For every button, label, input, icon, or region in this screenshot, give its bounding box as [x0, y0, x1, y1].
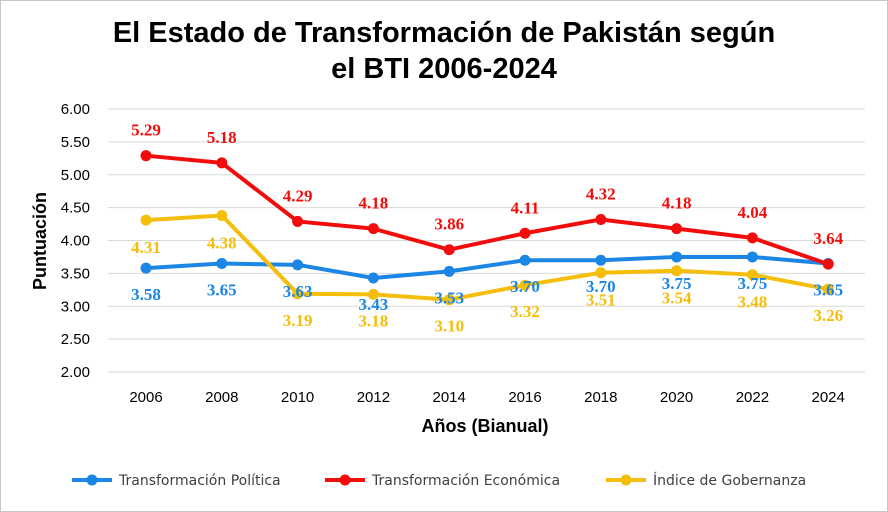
data-label: 3.26: [813, 306, 843, 325]
data-point: [216, 210, 228, 222]
legend-label: Transformación Económica: [371, 473, 560, 489]
y-tick-label: 3.50: [61, 265, 90, 282]
data-point: [746, 232, 758, 244]
data-label: 3.65: [813, 281, 843, 300]
data-label: 3.32: [510, 302, 540, 321]
chart-title-line-2: el BTI 2006-2024: [331, 53, 557, 85]
data-point: [822, 283, 834, 295]
data-point: [746, 269, 758, 281]
data-point: [822, 258, 834, 270]
data-point: [367, 288, 379, 300]
data-point: [595, 267, 607, 279]
x-tick-label: 2020: [660, 389, 693, 406]
data-point: [216, 258, 228, 270]
data-label: 5.18: [207, 128, 237, 147]
data-point: [292, 215, 304, 227]
legend-label: Índice de Gobernanza: [653, 472, 806, 489]
x-tick-label: 2016: [508, 389, 541, 406]
data-label: 4.18: [359, 194, 389, 213]
legend-marker: [86, 474, 98, 486]
data-label: 3.43: [359, 295, 389, 314]
data-point: [519, 279, 531, 291]
y-tick-label: 6.00: [61, 101, 90, 118]
data-label: 3.19: [283, 311, 313, 330]
y-tick-label: 5.50: [61, 134, 90, 151]
data-label: 3.70: [586, 277, 616, 296]
series-line-3: [145, 213, 829, 302]
data-label: 3.63: [283, 282, 313, 301]
data-label: 3.54: [662, 289, 692, 308]
data-label: 3.58: [131, 285, 161, 304]
data-label: 4.29: [283, 186, 313, 205]
y-axis-title: Puntuación: [30, 192, 50, 290]
data-point: [519, 227, 531, 239]
data-point: [746, 251, 758, 263]
x-axis-title: Años (Bianual): [421, 416, 548, 436]
x-tick-label: 2008: [205, 389, 238, 406]
x-tick-label: 2014: [433, 389, 466, 406]
x-tick-label: 2012: [357, 389, 390, 406]
data-point: [595, 254, 607, 266]
data-label: 4.11: [511, 198, 540, 217]
data-label: 4.18: [662, 194, 692, 213]
y-tick-label: 3.00: [61, 298, 90, 315]
data-point: [443, 294, 455, 306]
legend-marker: [620, 474, 632, 486]
legend-label: Transformación Política: [118, 473, 281, 489]
x-tick-label: 2018: [584, 389, 617, 406]
y-tick-label: 4.50: [61, 200, 90, 217]
data-label: 4.32: [586, 184, 616, 203]
x-tick-label: 2006: [129, 389, 162, 406]
data-label: 3.48: [738, 293, 768, 312]
data-label: 3.18: [359, 311, 389, 330]
data-label: 3.64: [813, 229, 843, 248]
legend-marker: [339, 474, 351, 486]
data-point: [367, 223, 379, 235]
data-label: 3.75: [662, 274, 692, 293]
y-tick-label: 5.00: [61, 167, 90, 184]
data-point: [140, 150, 152, 162]
data-point: [140, 214, 152, 226]
data-point: [292, 259, 304, 271]
data-label: 3.10: [434, 317, 464, 336]
data-point: [595, 213, 607, 225]
data-label: 3.75: [738, 274, 768, 293]
data-label: 3.53: [434, 288, 464, 307]
series-line-2: [145, 153, 829, 267]
data-point: [216, 157, 228, 169]
x-tick-label: 2024: [812, 389, 845, 406]
y-tick-label: 4.00: [61, 233, 90, 250]
series-line-1: [145, 254, 829, 280]
data-label: 3.70: [510, 277, 540, 296]
data-label: 4.38: [207, 234, 237, 253]
data-point: [671, 223, 683, 235]
data-label: 3.65: [207, 281, 237, 300]
data-label: 3.86: [434, 215, 464, 234]
chart-title-line-1: El Estado de Transformación de Pakistán …: [112, 17, 776, 49]
data-label: 4.31: [131, 238, 161, 257]
data-point: [443, 265, 455, 277]
data-point: [671, 251, 683, 263]
data-point: [140, 262, 152, 274]
x-tick-label: 2022: [736, 389, 769, 406]
data-label: 4.04: [738, 203, 768, 222]
data-label: 3.51: [586, 291, 616, 310]
data-point: [519, 254, 531, 266]
data-label: 5.29: [131, 121, 161, 140]
y-tick-label: 2.50: [61, 331, 90, 348]
data-point: [443, 244, 455, 256]
data-point: [367, 272, 379, 284]
data-point: [292, 288, 304, 300]
y-tick-label: 2.00: [61, 364, 90, 381]
data-point: [671, 265, 683, 277]
x-tick-label: 2010: [281, 389, 314, 406]
